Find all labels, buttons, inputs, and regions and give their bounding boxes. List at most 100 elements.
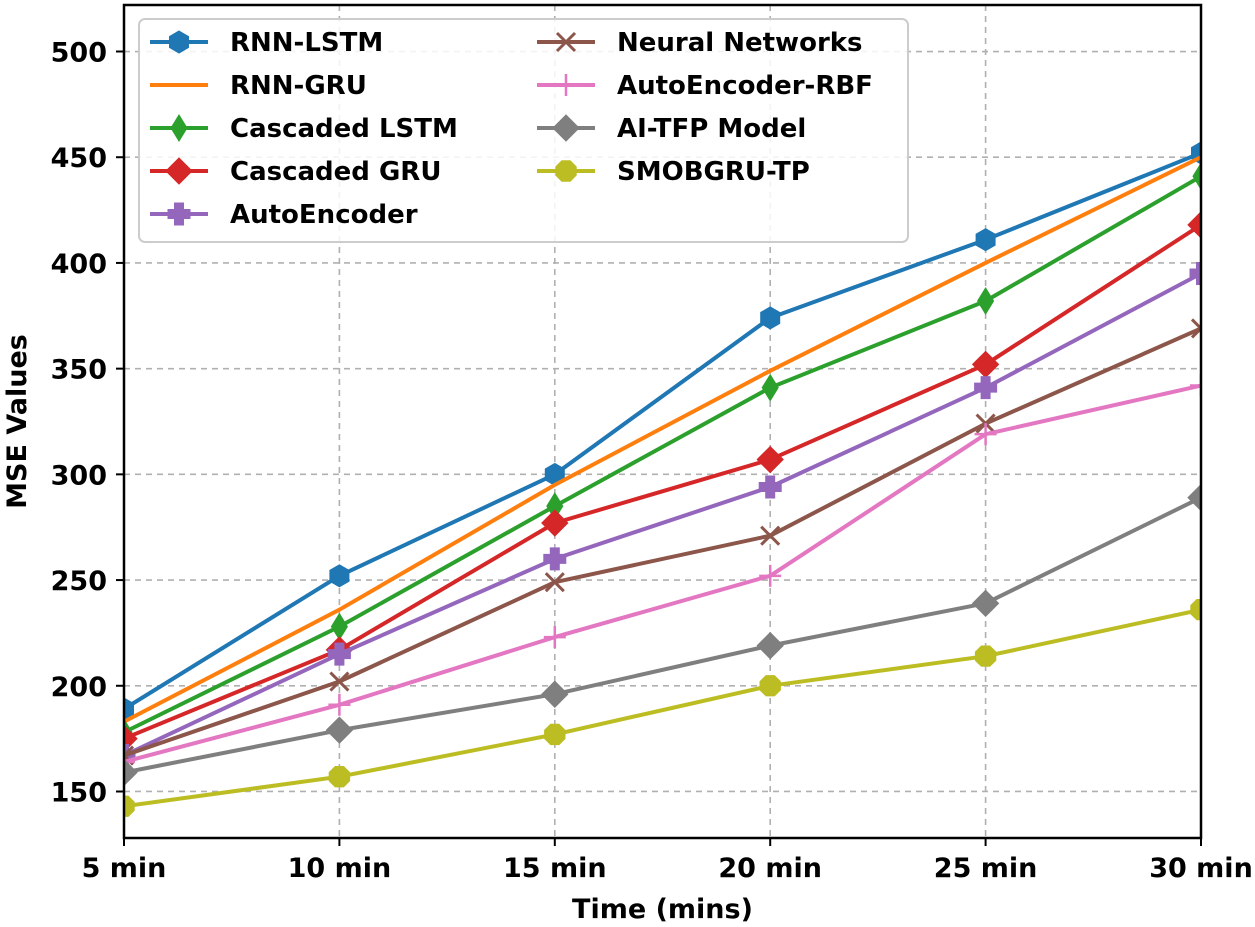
legend-item-rnn-gru: RNN-GRU [150, 71, 367, 101]
data-point-autoencoder [758, 475, 782, 499]
data-point-autoencoder-rbf [1190, 374, 1201, 397]
series-line-neural-networks [124, 326, 1201, 758]
legend-label: SMOBGRU-TP [617, 157, 810, 187]
data-point-autoencoder-rbf [759, 564, 782, 587]
legend-label: Neural Networks [617, 28, 863, 58]
legend-swatch-marker [555, 160, 577, 182]
x-tick-label: 25 min [934, 853, 1038, 884]
data-point-smobgru-tp [328, 766, 351, 788]
series-autoencoder [124, 262, 1201, 768]
series-neural-networks [124, 318, 1201, 766]
data-point-rnn-lstm [329, 564, 350, 588]
legend-label: RNN-LSTM [230, 28, 383, 58]
legend-swatch-marker [167, 202, 191, 226]
y-tick-label: 150 [51, 777, 107, 808]
data-point-neural-networks [1190, 318, 1201, 339]
series-line-cascaded-lstm [124, 174, 1201, 735]
x-tick-label: 5 min [82, 853, 167, 884]
legend-label: Cascaded LSTM [230, 114, 458, 144]
data-point-autoencoder [974, 376, 998, 400]
data-point-neural-networks [544, 572, 565, 593]
data-point-cascaded-lstm [977, 287, 995, 315]
y-tick-label: 300 [51, 460, 107, 491]
data-point-cascaded-lstm [761, 373, 779, 402]
legend-item-autoencoder-rbf: AutoEncoder-RBF [537, 71, 873, 101]
series-line-ai-tfp-model [124, 495, 1201, 775]
y-tick-label: 200 [51, 672, 107, 703]
series-group [124, 141, 1201, 817]
series-autoencoder-rbf [124, 374, 1201, 773]
data-point-cascaded-gru [541, 509, 569, 537]
x-tick-label: 20 min [718, 853, 822, 884]
data-point-cascaded-lstm [1192, 162, 1201, 191]
series-line-autoencoder-rbf [124, 383, 1201, 764]
series-line-cascaded-gru [124, 223, 1201, 741]
legend-item-cascaded-lstm: Cascaded LSTM [150, 114, 458, 144]
legend-label: AI-TFP Model [617, 114, 806, 144]
x-tick-label: 30 min [1149, 853, 1253, 884]
legend-swatch-marker [170, 114, 188, 142]
data-point-smobgru-tp [759, 675, 781, 697]
data-point-autoencoder-rbf [124, 750, 135, 773]
data-point-ai-tfp-model [325, 716, 354, 744]
axis-ticks: 5 min 10 min 15 min 20 min 25 min 30 min 150 20… [51, 38, 1253, 884]
legend-label: AutoEncoder-RBF [617, 71, 873, 101]
data-point-cascaded-gru [756, 445, 784, 474]
data-point-smobgru-tp [124, 795, 135, 817]
data-point-autoencoder-rbf [328, 693, 351, 716]
legend-item-cascaded-gru: Cascaded GRU [150, 157, 441, 187]
data-point-smobgru-tp [544, 723, 566, 746]
data-point-ai-tfp-model [756, 631, 784, 660]
legend-label: RNN-GRU [230, 71, 367, 101]
legend-label: AutoEncoder [230, 200, 418, 230]
y-tick-label: 500 [51, 38, 107, 69]
plot-frame [122, 3, 1203, 840]
data-point-rnn-lstm [760, 306, 781, 330]
series-line-smobgru-tp [124, 607, 1201, 809]
data-point-autoencoder [543, 547, 567, 571]
legend: RNN-LSTM RNN-GRU Cascaded LSTM Cascaded GRU… [138, 18, 909, 243]
data-point-cascaded-gru [1187, 211, 1201, 239]
series-ai-tfp-model [124, 483, 1201, 787]
legend-swatch-marker [552, 114, 580, 142]
y-axis-title: MSE Values [2, 334, 33, 509]
data-point-ai-tfp-model [541, 680, 569, 708]
legend-swatch-marker [165, 157, 193, 185]
legend-swatch-marker [555, 74, 577, 96]
x-axis-title: Time (mins) [572, 894, 753, 925]
data-point-ai-tfp-model [1187, 483, 1201, 512]
data-point-autoencoder [327, 642, 351, 666]
series-line-rnn-gru [124, 155, 1201, 724]
series-smobgru-tp [124, 599, 1201, 817]
legend-box [138, 18, 909, 243]
data-point-cascaded-gru [971, 350, 1000, 379]
legend-item-ai-tfp-model: AI-TFP Model [537, 114, 806, 144]
series-cascaded-lstm [124, 162, 1201, 747]
series-line-autoencoder [124, 271, 1201, 758]
series-line-rnn-lstm [124, 151, 1201, 711]
y-tick-label: 250 [51, 566, 107, 597]
legend-item-rnn-lstm: RNN-LSTM [150, 28, 383, 58]
data-point-smobgru-tp [974, 645, 997, 667]
y-tick-label: 450 [51, 143, 107, 174]
data-point-autoencoder-rbf [974, 423, 997, 446]
data-point-smobgru-tp [1190, 599, 1201, 621]
legend-item-neural-networks: Neural Networks [537, 28, 863, 58]
data-point-autoencoder-rbf [543, 626, 566, 649]
data-point-autoencoder [1189, 262, 1201, 286]
x-tick-label: 10 min [288, 853, 392, 884]
legend-item-smobgru-tp: SMOBGRU-TP [537, 157, 810, 187]
y-tick-label: 350 [51, 355, 107, 386]
data-point-rnn-lstm [124, 697, 134, 721]
legend-swatch-marker [555, 31, 577, 53]
legend-item-autoencoder: AutoEncoder [150, 200, 418, 230]
data-point-rnn-lstm [975, 228, 996, 252]
data-point-neural-networks [760, 525, 781, 546]
data-point-cascaded-lstm [330, 612, 348, 641]
data-point-ai-tfp-model [971, 589, 1000, 618]
series-rnn-gru [124, 155, 1201, 724]
y-tick-label: 400 [51, 249, 107, 280]
data-point-ai-tfp-model [124, 758, 138, 787]
